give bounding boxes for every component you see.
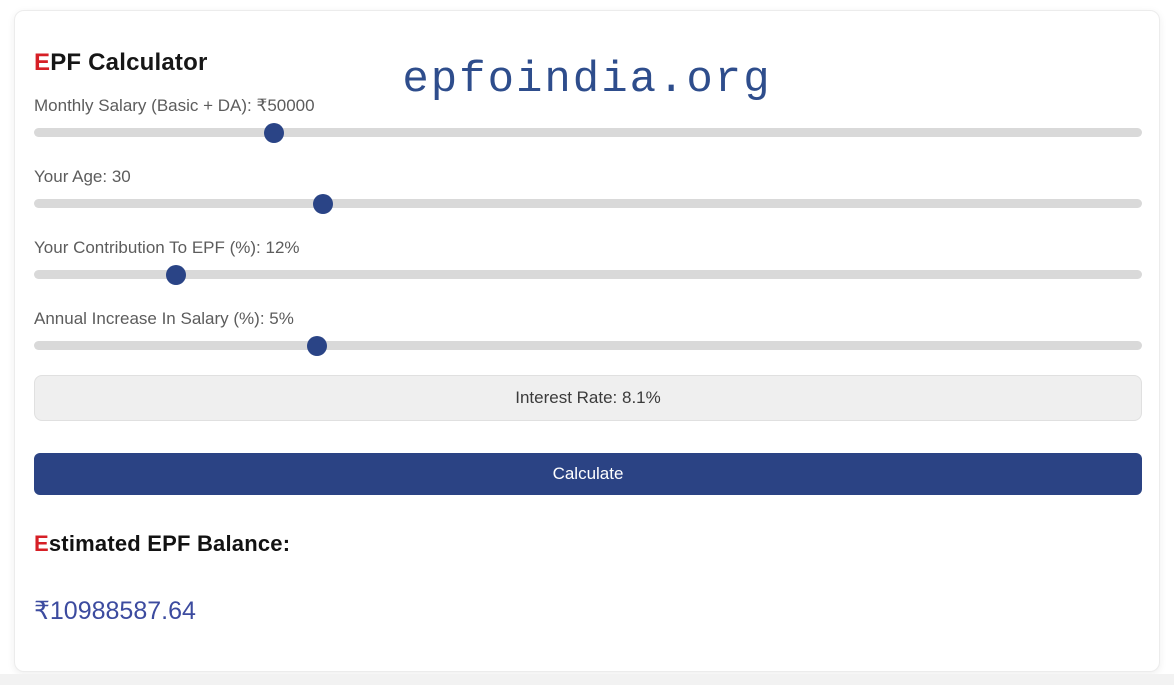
- page-title-first-letter: E: [34, 49, 51, 76]
- epf-calculator-card: EPF Calculator epfoindia.org Monthly Sal…: [14, 10, 1160, 672]
- page-title-rest: PF Calculator: [50, 49, 208, 76]
- annual-increase-slider-thumb[interactable]: [306, 335, 327, 356]
- age-slider-thumb[interactable]: [313, 193, 334, 214]
- epf-contribution-label-text: Your Contribution To EPF (%):: [34, 238, 266, 257]
- annual-increase-slider[interactable]: [34, 335, 1142, 356]
- age-label-text: Your Age:: [34, 167, 112, 186]
- monthly-salary-slider[interactable]: [34, 122, 1142, 143]
- annual-increase-label: Annual Increase In Salary (%): 5%: [34, 308, 294, 329]
- monthly-salary-label: Monthly Salary (Basic + DA): ₹50000: [34, 95, 315, 116]
- monthly-salary-label-text: Monthly Salary (Basic + DA):: [34, 96, 257, 115]
- result-heading-rest: stimated EPF Balance:: [48, 531, 291, 556]
- result-heading: Estimated EPF Balance:: [34, 531, 290, 557]
- annual-increase-label-text: Annual Increase In Salary (%):: [34, 309, 270, 328]
- interest-rate-display: Interest Rate: 8.1%: [34, 375, 1142, 421]
- epf-contribution-slider[interactable]: [34, 264, 1142, 285]
- page-title: EPF Calculator: [34, 49, 208, 77]
- annual-increase-value: 5%: [269, 309, 294, 328]
- page-bottom-strip: [0, 674, 1174, 685]
- age-label: Your Age: 30: [34, 166, 131, 187]
- result-amount: ₹10988587.64: [34, 597, 196, 625]
- age-slider[interactable]: [34, 193, 1142, 214]
- monthly-salary-slider-thumb[interactable]: [264, 122, 285, 143]
- age-value: 30: [111, 167, 131, 186]
- monthly-salary-value: ₹50000: [256, 96, 315, 115]
- epf-contribution-value: 12%: [265, 238, 300, 257]
- result-heading-first-letter: E: [34, 531, 49, 556]
- epf-contribution-slider-thumb[interactable]: [165, 264, 186, 285]
- calculate-button[interactable]: Calculate: [34, 453, 1142, 495]
- epf-contribution-label: Your Contribution To EPF (%): 12%: [34, 237, 300, 258]
